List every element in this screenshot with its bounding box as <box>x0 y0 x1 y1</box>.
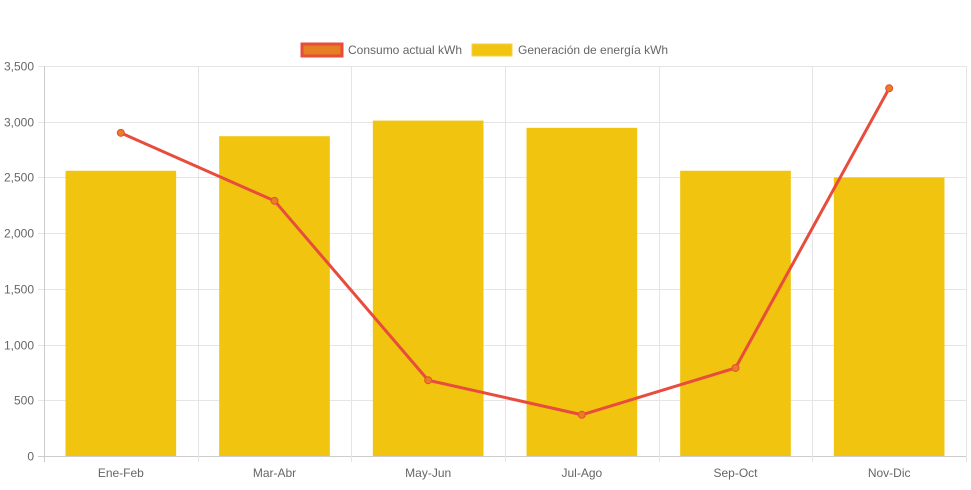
y-axis: 0 500 1,000 1,500 2,000 2,500 3,000 3,500 <box>4 60 34 464</box>
x-tick-label: Sep-Oct <box>713 466 758 480</box>
bar-nov-dic <box>833 177 945 456</box>
y-tick-label: 3,000 <box>4 116 34 130</box>
y-tick-label: 2,000 <box>4 227 34 241</box>
x-tick-label: Jul-Ago <box>561 466 602 480</box>
x-tick-label: May-Jun <box>405 466 451 480</box>
legend[interactable]: Consumo actual kWh Generación de energía… <box>300 42 668 58</box>
consumo-point-jul-ago <box>577 410 586 419</box>
x-tick-label: Mar-Abr <box>253 466 296 480</box>
consumo-point-may-jun <box>424 376 433 385</box>
consumo-point-nov-dic <box>885 84 894 93</box>
y-tick-label: 1,500 <box>4 283 34 297</box>
consumo-line <box>120 87 891 417</box>
consumo-point-ene-feb <box>116 128 125 137</box>
y-tick-label: 1,000 <box>4 339 34 353</box>
legend-label-consumo[interactable]: Consumo actual kWh <box>348 43 462 57</box>
x-axis: Ene-Feb Mar-Abr May-Jun Jul-Ago Sep-Oct Nov-D… <box>98 466 911 480</box>
bars <box>65 120 945 456</box>
consumo-point-sep-oct <box>731 363 740 372</box>
consumo-point-mar-abr <box>270 196 279 205</box>
line-series <box>116 84 894 419</box>
y-tick-label: 2,500 <box>4 171 34 185</box>
legend-label-generacion[interactable]: Generación de energía kWh <box>518 43 668 57</box>
bar-jul-ago <box>526 127 638 456</box>
legend-swatch-consumo[interactable] <box>300 42 344 58</box>
y-tick-label: 3,500 <box>4 60 34 74</box>
grid <box>38 66 967 462</box>
x-tick-label: Nov-Dic <box>868 466 911 480</box>
legend-swatch-generacion[interactable] <box>471 43 513 57</box>
y-tick-label: 0 <box>27 450 34 464</box>
bar-may-jun <box>372 120 484 456</box>
x-tick-label: Ene-Feb <box>98 466 144 480</box>
bar-mar-abr <box>219 136 330 456</box>
bar-sep-oct <box>680 170 791 456</box>
y-tick-label: 500 <box>14 394 34 408</box>
bar-ene-feb <box>65 170 177 456</box>
